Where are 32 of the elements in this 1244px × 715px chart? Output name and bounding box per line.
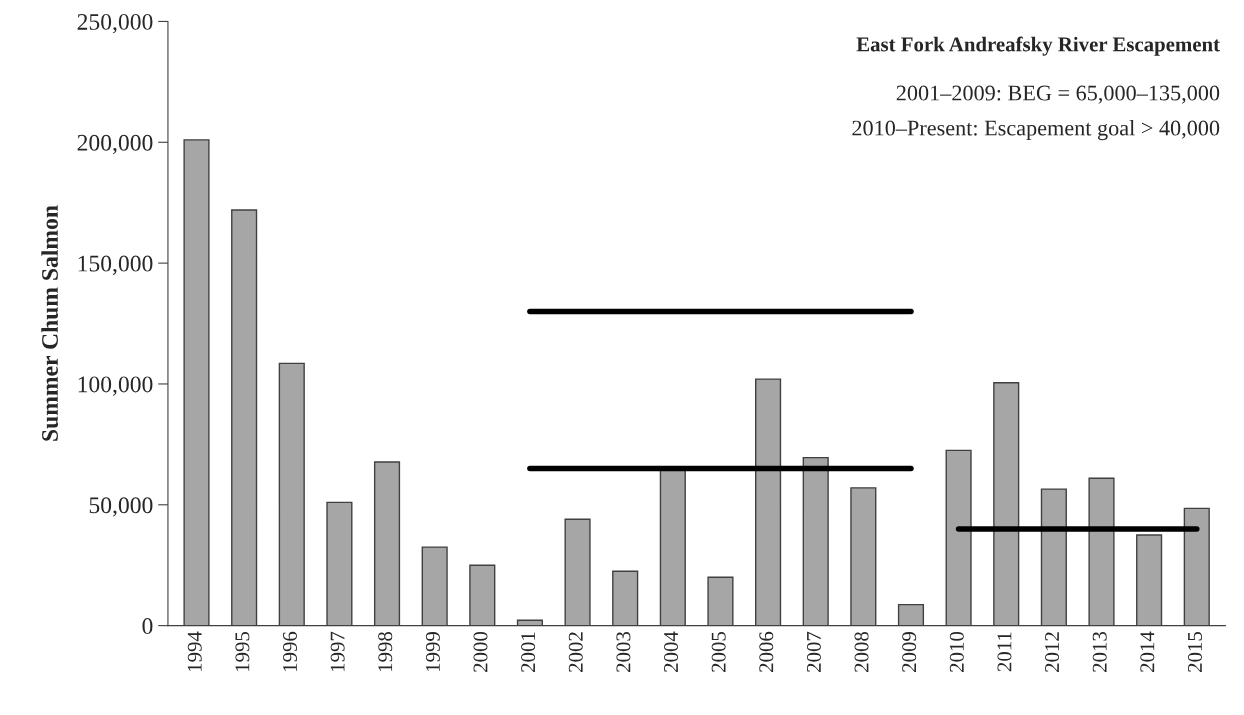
x-tick-label: 2003: [616, 631, 631, 672]
text: East Fork Andreafsky River Escapement: [856, 36, 1220, 56]
y-tick-label: 150,000: [78, 255, 153, 275]
annotation: 2001–2009: BEG = 65,000–135,000: [896, 85, 1220, 104]
x-tick-label: 2005: [711, 631, 726, 672]
x-tick-label: 2010: [949, 631, 964, 672]
x-tick-label: 1998: [378, 631, 393, 672]
annotation: 2010–Present: Escapement goal > 40,000: [852, 119, 1220, 141]
y-tick-label: 200,000: [77, 134, 153, 155]
x-tick-label: 2012: [1045, 632, 1060, 672]
x-tick-label: 2006: [759, 631, 774, 672]
y-axis-title: Summer Chum Salmon: [41, 205, 58, 441]
x-tick-label: 2015: [1187, 631, 1202, 672]
x-tick-label: 2013: [1092, 631, 1107, 672]
x-tick-label: 1997: [330, 631, 345, 672]
x-tick-label: 2011: [997, 632, 1012, 672]
x-tick-label: 1995: [235, 631, 250, 672]
x-tick-label: 2009: [902, 632, 917, 672]
y-tick-label: 50,000: [89, 497, 153, 517]
x-tick-label: 2007: [806, 631, 821, 672]
x-tick-label: 1996: [282, 631, 297, 672]
y-tick-label: 100,000: [78, 376, 153, 396]
x-tick-label: 2001: [521, 632, 536, 672]
x-tick-label: 1999: [425, 632, 440, 672]
y-tick-label: 0: [142, 618, 153, 635]
x-tick-label: 2002: [568, 632, 583, 672]
x-tick-label: 2004: [663, 631, 679, 672]
x-tick-label: 1994: [187, 631, 202, 672]
x-tick-label: 2014: [1140, 631, 1155, 672]
x-tick-label: 2008: [854, 631, 869, 672]
x-tick-label: 2000: [473, 631, 488, 672]
y-tick-label: 250,000: [77, 13, 153, 34]
